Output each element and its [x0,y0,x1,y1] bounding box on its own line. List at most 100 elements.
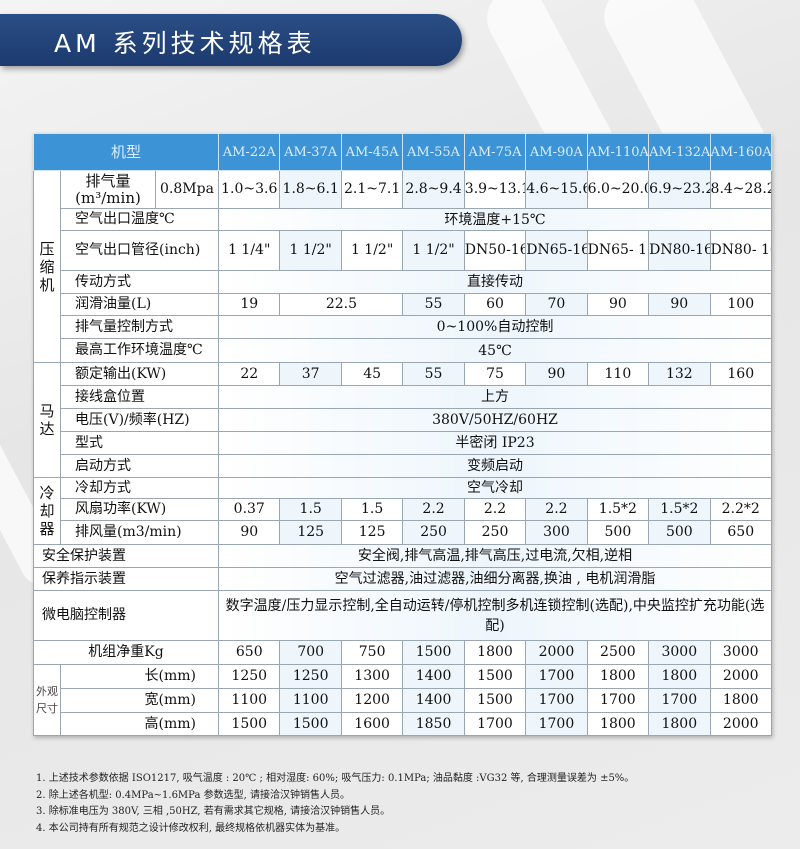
value-cell: 1.5*2 [586,498,650,521]
table-row: 最高工作环境温度℃ 45℃ [34,338,772,363]
value-cell: 22.5 [279,293,404,316]
value-cell: 2.2 [402,498,465,521]
row-label: 电压(V)/频率(HZ) [59,408,220,432]
footnote: 1. 上述技术参数依据 ISO1217, 吸气温度 : 20℃ ; 相对湿度: … [36,773,635,784]
value-cell: 1700 [586,688,650,713]
table-row: 空气出口温度℃ 环境温度+15℃ [34,208,772,231]
value-cell: 90 [586,293,650,316]
table-row: 启动方式 变频启动 [34,454,772,478]
table-row: 保养指示装置 空气过滤器,油过滤器,油细分离器,换油 , 电机润滑脂 [32,567,772,591]
value-cell: 1 1/2" [340,230,404,271]
title-banner: AM 系列技术规格表 [0,14,462,66]
model-header: 机型 [32,133,220,171]
table-row: 接线盒位置 上方 [34,385,772,409]
value-cell: 2.2 [525,498,588,521]
value-cell: 2.2 [463,498,527,521]
table-row: 外观尺寸 长(mm) 1250 1250 1300 1400 1500 1700 1800 180… [33,664,772,736]
table-row: 型式 半密闭 IP23 [34,431,772,455]
table-row: 高(mm) 1500 1500 1600 1850 1700 1700 1800 1800 200… [34,712,772,736]
value-cell: 1500 [279,712,342,736]
row-label: 排风量(m3/min) [59,520,220,545]
value-cell: 1800 [586,664,650,689]
value-cell: 1700 [463,712,527,736]
value-cell: 2.2*2 [709,498,772,521]
value-cell: 1600 [340,712,404,736]
merged-value-cell: 45℃ [218,338,772,363]
value-cell: 8.4~28.2 [709,170,772,209]
row-label: 启动方式 [59,454,220,478]
merged-value-cell: 空气冷却 [218,477,772,499]
value-cell: 22 [218,362,281,386]
table-row: 机组净重Kg 650 700 750 1500 1800 2000 2500 3000 3000 [32,640,772,665]
row-label: 额定输出(KW) [59,362,220,386]
value-cell: 500 [586,520,650,545]
value-cell: 2000 [709,712,772,736]
row-label: 宽(mm) [59,688,220,713]
value-cell: 1700 [525,712,588,736]
row-label: 型式 [59,431,220,455]
row-label: 长(mm) [59,664,220,689]
value-cell: 1200 [340,688,404,713]
value-cell: 110 [586,362,650,386]
value-cell: 1.8~6.1 [279,170,342,209]
row-label: 润滑油量(L) [59,293,220,316]
value-cell: 90 [218,520,281,545]
merged-value-cell: 数字温度/压力显示控制,全自动运转/停机控制多机连锁控制(选配),中央监控扩充功… [218,590,772,641]
value-cell: 650 [218,640,281,665]
value-cell: 90 [648,293,711,316]
value-cell: 55 [402,362,465,386]
row-label: 接线盒位置 [59,385,220,409]
row-label: 风扇功率(KW) [59,498,220,521]
value-cell: 1850 [402,712,465,736]
value-cell: 2000 [525,640,588,665]
value-cell: 1.5*2 [648,498,711,521]
value-cell: 70 [525,293,588,316]
value-cell: 3000 [709,640,772,665]
merged-value-cell: 安全阀,排气高温,排气高压,过电流,欠相,逆相 [218,544,772,568]
model-column-header: AM-45A [340,133,404,171]
row-label: 高(mm) [59,712,220,736]
value-cell: 1.0~3.6 [218,170,281,209]
value-cell: 60 [463,293,527,316]
model-column-header: AM-75A [463,133,527,171]
table-row: 空气出口管径(inch) 1 1/4" 1 1/2" 1 1/2" 1 1/2" DN50… [34,230,772,271]
footnotes: 1. 上述技术参数依据 ISO1217, 吸气温度 : 20℃ ; 相对湿度: … [36,771,634,837]
value-cell: 1800 [709,688,772,713]
model-column-header: AM-55A [402,133,465,171]
table-row: 压缩机 排气量 (m³/min) 0.8Mpa 1.0~3.6 1.8~6.1 2.1~7… [33,170,772,363]
table-row: 马达 额定输出(KW) 22 37 45 55 75 90 110 132 160 [33,362,772,478]
table-row: 微电脑控制器 数字温度/压力显示控制,全自动运转/停机控制多机连锁控制(选配),中… [32,590,772,641]
value-cell: 1300 [340,664,404,689]
row-label: 机组净重Kg [32,640,220,665]
value-cell: 37 [279,362,342,386]
value-cell: 1500 [463,664,527,689]
table-row: 排风量(m3/min) 90 125 125 250 250 300 500 500 650 [34,520,772,545]
value-cell: 125 [279,520,342,545]
value-cell: DN80-16 [648,230,711,271]
spec-table: 机型 AM-22A AM-37A AM-45A AM-55A AM-75A AM-90A AM… [32,133,772,736]
value-cell: 1700 [648,688,711,713]
model-column-header: AM-22A [218,133,281,171]
merged-value-cell: 直接传动 [218,270,772,294]
model-column-header: AM-90A [525,133,588,171]
merged-value-cell: 0~100%自动控制 [218,315,772,339]
group-label-compressor: 压缩机 [33,170,61,363]
footnote: 3. 除标准电压为 380V, 三相 ,50HZ, 若有需求其它规格, 请接洽汉… [36,806,391,817]
row-label: 冷却方式 [59,477,220,499]
row-label: 保养指示装置 [32,567,220,591]
value-cell: 1250 [279,664,342,689]
value-cell: 100 [709,293,772,316]
value-cell: 650 [709,520,772,545]
model-column-header: AM-37A [279,133,342,171]
value-cell: 75 [463,362,527,386]
model-column-header: AM-160A [709,133,772,171]
value-cell: 125 [340,520,404,545]
value-cell: 0.37 [218,498,281,521]
row-label: 最高工作环境温度℃ [59,338,220,363]
page-title: AM 系列技术规格表 [54,29,316,58]
row-label: 空气出口管径(inch) [59,230,220,271]
group-label-cooler: 冷却器 [33,477,61,545]
value-cell: 1500 [402,640,465,665]
value-cell: 4.6~15.6 [525,170,588,209]
row-label: 传动方式 [59,270,220,294]
